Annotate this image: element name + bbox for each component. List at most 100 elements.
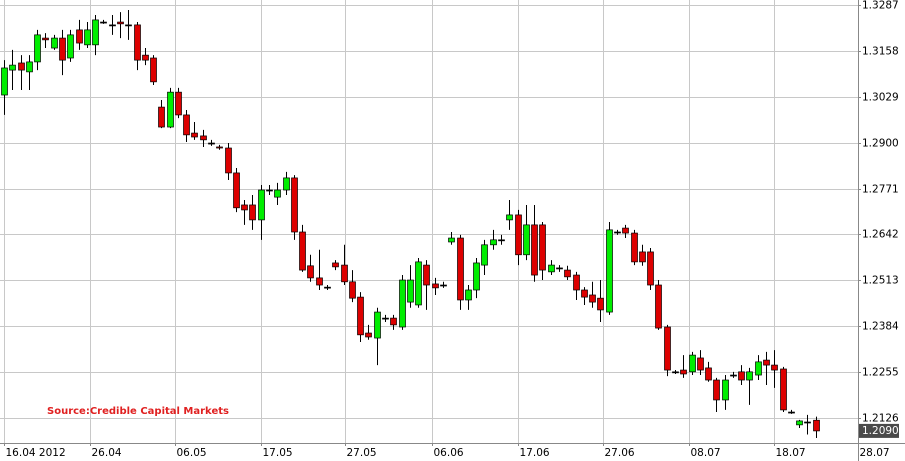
candle-body: [150, 57, 157, 83]
candle-body: [324, 286, 331, 289]
candle-body: [647, 251, 654, 286]
source-note: Source:Credible Capital Markets: [47, 406, 229, 417]
candle-body: [59, 37, 66, 61]
candle-body: [539, 224, 546, 271]
y-tick-label: 1.3158: [862, 46, 899, 58]
x-tick-label: 27.06: [605, 447, 635, 459]
candle-body: [167, 91, 174, 128]
y-tick-label: 1.3029: [862, 92, 899, 104]
y-tick-label: 1.2771: [862, 184, 899, 196]
candle-body: [283, 177, 290, 191]
candle-body: [125, 24, 132, 27]
candle-body: [465, 289, 472, 301]
candle-body: [796, 420, 803, 426]
candle-body: [349, 281, 356, 299]
candle-body: [564, 269, 571, 278]
candle-body: [515, 214, 522, 256]
candle-body: [225, 147, 232, 174]
candle-body: [1, 67, 8, 96]
candle-body: [399, 279, 406, 328]
candle-body: [556, 267, 563, 270]
candle-body: [622, 227, 629, 234]
candle-body: [382, 317, 389, 320]
x-tick-label: 06.06: [434, 447, 464, 459]
y-tick-label: 1.2900: [862, 138, 899, 150]
candle-body: [100, 21, 107, 24]
candle-body: [142, 54, 149, 61]
candle-body: [357, 296, 364, 336]
candle-body: [274, 189, 281, 198]
candle-body: [606, 229, 613, 313]
candle-body: [614, 231, 621, 234]
candle-body: [266, 189, 273, 192]
candle-body: [374, 311, 381, 339]
candle-body: [631, 232, 638, 263]
x-tick-label: 28.07: [860, 447, 890, 459]
candle-body: [730, 374, 737, 377]
candle-body: [307, 265, 314, 279]
candle-body: [498, 239, 505, 242]
candle-body: [473, 262, 480, 291]
x-tick-label: 16.04 2012: [6, 447, 66, 459]
candle-body: [697, 357, 704, 371]
candle-body: [42, 37, 49, 41]
candle-body: [258, 189, 265, 221]
x-tick-label: 18.07: [776, 447, 806, 459]
last-price-box: [859, 423, 899, 438]
candle-body: [581, 289, 588, 298]
candle-body: [490, 239, 497, 246]
candle-body: [680, 369, 687, 375]
x-tick-label: 27.05: [347, 447, 377, 459]
candle-body: [390, 317, 397, 326]
candle-body: [655, 284, 662, 329]
candle-body: [134, 24, 141, 61]
candle-body: [18, 62, 25, 71]
candle-body: [415, 261, 422, 306]
candle-body: [788, 411, 795, 414]
x-tick-label: 17.06: [520, 447, 550, 459]
candle-body: [34, 34, 41, 63]
candle-body: [76, 29, 83, 44]
y-tick-label: 1.2255: [862, 367, 899, 379]
candle-body: [241, 204, 248, 211]
candle-body: [755, 361, 762, 376]
candle-body: [722, 379, 729, 401]
candle-body: [531, 224, 538, 276]
candle-body: [771, 364, 778, 371]
candle-body: [117, 21, 124, 25]
y-tick-label: 1.2126: [862, 413, 899, 425]
candle-body: [523, 224, 530, 256]
y-tick-label: 1.2384: [862, 321, 899, 333]
candle-body: [51, 37, 58, 49]
candle-body: [216, 146, 223, 149]
candle-body: [84, 29, 91, 46]
candle-body: [597, 297, 604, 311]
x-tick-label: 08.07: [691, 447, 721, 459]
candle-body: [763, 359, 770, 366]
candle-body: [200, 135, 207, 141]
last-price-label: 1.2090: [862, 425, 899, 437]
candle-body: [448, 237, 455, 243]
candle-body: [672, 371, 679, 374]
candle-body: [746, 371, 753, 381]
x-tick-label: 26.04: [92, 447, 122, 459]
candle-body: [109, 24, 116, 27]
candle-body: [664, 326, 671, 371]
candle-body: [158, 106, 165, 128]
candle-body: [183, 114, 190, 136]
x-tick-label: 17.05: [263, 447, 293, 459]
y-tick-label: 1.2642: [862, 229, 899, 241]
candle-body: [316, 277, 323, 286]
candle-body: [506, 214, 513, 221]
candle-body: [208, 142, 215, 145]
candle-body: [573, 274, 580, 291]
candle-body: [332, 262, 339, 268]
x-tick-label: 06.05: [177, 447, 207, 459]
candle-body: [548, 264, 555, 273]
candle-body: [589, 294, 596, 303]
candle-body: [813, 419, 820, 432]
candle-body: [738, 371, 745, 381]
candle-body: [341, 264, 348, 283]
candle-body: [780, 368, 787, 411]
